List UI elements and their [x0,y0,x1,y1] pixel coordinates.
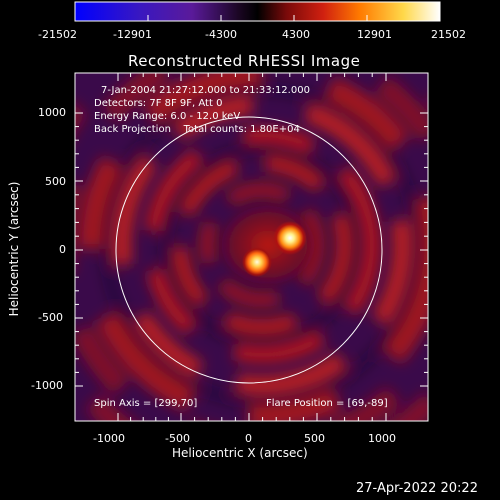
axis-ticks [75,73,428,421]
solar-limb [115,116,383,384]
flare-source [273,221,307,255]
colorbar-tick-label: -4300 [205,28,237,41]
annotation-method-counts: Back Projection Total counts: 1.80E+04 [94,124,300,135]
y-axis-label: Heliocentric Y (arcsec) [7,181,21,317]
x-tick-label: 500 [304,432,325,445]
y-tick-label: 1000 [38,106,66,119]
colorbar-tick-label: 4300 [282,28,310,41]
annotation-time-range: 7-Jan-2004 21:27:12.000 to 21:33:12.000 [101,85,310,96]
x-tick-label: 0 [245,432,252,445]
spin-axis-label: Spin Axis = [299,70] [94,398,198,409]
annotation-detectors: Detectors: 7F 8F 9F, Att 0 [94,98,223,109]
y-tick-label: 0 [59,243,66,256]
x-tick-label: -1000 [93,432,125,445]
x-tick-label: 1000 [368,432,396,445]
flare-position-label: Flare Position = [69,-89] [266,398,388,409]
colorbar [74,1,441,22]
timestamp: 27-Apr-2022 20:22 [356,481,478,496]
rhessi-image [75,73,428,421]
y-tick-label: -1000 [31,379,63,392]
colorbar-tick-label: 21502 [431,28,466,41]
y-tick-label: -500 [38,311,63,324]
colorbar-tick-label: 12901 [357,28,392,41]
colorbar-tick-label: -12901 [113,28,152,41]
annotation-energy-range: Energy Range: 6.0 - 12.0 keV [94,111,241,122]
x-tick-label: -500 [165,432,190,445]
plot-title: Reconstructed RHESSI Image [128,52,361,70]
colorbar-tick-label: -21502 [38,28,77,41]
y-tick-label: 500 [45,175,66,188]
colorbar-ticks [74,15,441,21]
plot-frame [74,72,429,422]
x-axis-label: Heliocentric X (arcsec) [172,446,308,460]
secondary-source [242,247,272,277]
